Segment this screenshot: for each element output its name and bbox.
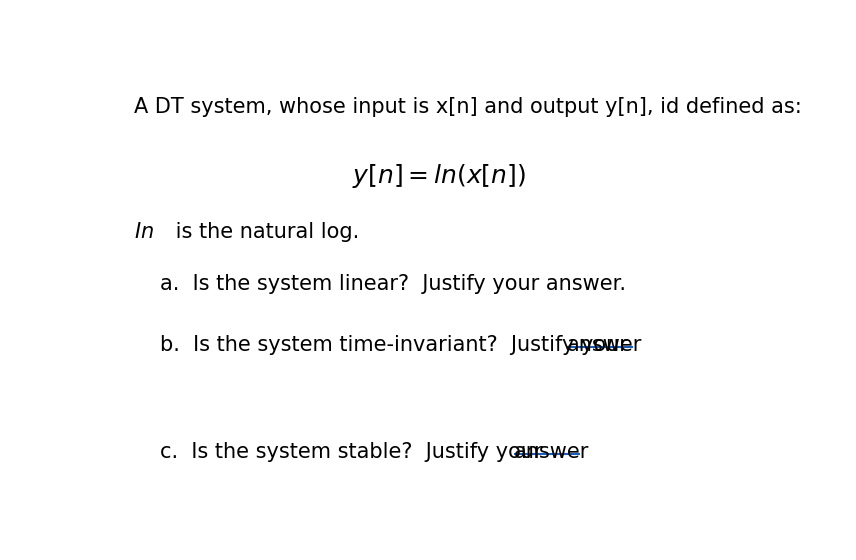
Text: is the natural log.: is the natural log.	[169, 222, 359, 242]
Text: c.  Is the system stable?  Justify your: c. Is the system stable? Justify your	[160, 442, 550, 463]
Text: A DT system, whose input is x[n] and output y[n], id defined as:: A DT system, whose input is x[n] and out…	[134, 97, 801, 118]
Text: answer: answer	[514, 442, 589, 463]
Text: $y[n] = \mathit{ln}(x[n])$: $y[n] = \mathit{ln}(x[n])$	[352, 162, 526, 190]
Text: b.  Is the system time-invariant?  Justify your: b. Is the system time-invariant? Justify…	[160, 334, 634, 354]
Text: a.  Is the system linear?  Justify your answer.: a. Is the system linear? Justify your an…	[160, 274, 626, 294]
Text: answer: answer	[567, 334, 642, 354]
Text: $\mathit{In}$: $\mathit{In}$	[134, 222, 153, 242]
